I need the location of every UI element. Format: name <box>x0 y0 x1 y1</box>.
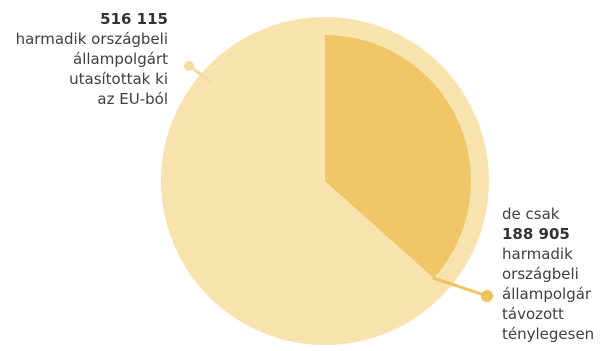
total-value: 516 115 <box>100 10 168 28</box>
leader-dot-total <box>184 61 194 71</box>
actual-line-1: harmadik <box>502 245 573 263</box>
actual-line-3: állampolgár <box>502 285 592 303</box>
callout-total-expelled: 516 115 harmadik országbeli állampolgárt… <box>0 9 168 109</box>
leader-line-actual <box>432 276 489 298</box>
actual-prefix: de csak <box>502 205 560 223</box>
actual-line-2: országbeli <box>502 265 579 283</box>
total-line-4: az EU-ból <box>97 90 168 108</box>
leader-line-total <box>190 66 213 84</box>
pie-slice-actual-departures <box>325 35 471 279</box>
leader-dot-actual <box>481 290 493 302</box>
total-line-1: harmadik országbeli <box>15 30 168 48</box>
actual-line-4: távozott <box>502 305 564 323</box>
total-line-2: állampolgárt <box>73 50 168 68</box>
callout-actual-departures: de csak 188 905 harmadik országbeli álla… <box>502 204 605 344</box>
actual-value: 188 905 <box>502 225 570 243</box>
total-line-3: utasítottak ki <box>69 70 168 88</box>
actual-line-5: ténylegesen <box>502 325 595 343</box>
